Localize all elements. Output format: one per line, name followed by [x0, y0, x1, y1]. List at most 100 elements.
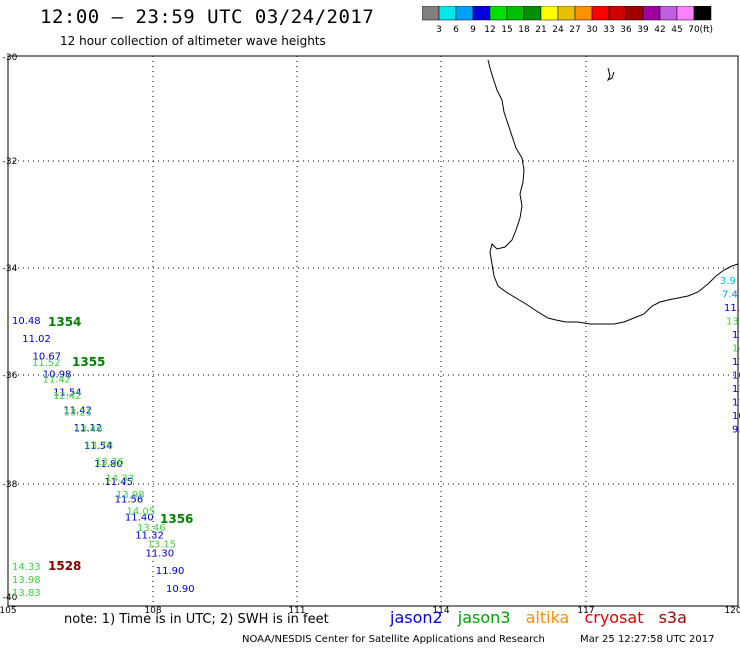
colorbar-swatch: [693, 6, 712, 21]
track-value-label: 11.40: [125, 513, 154, 524]
colorbar-tick-label: 42: [654, 25, 665, 35]
track-value-label: 14.05: [127, 507, 156, 518]
legend-altika: altika: [525, 608, 570, 627]
colorbar-tick-label: 9: [470, 25, 476, 35]
track-value-label: 10.67: [33, 352, 62, 363]
colorbar-tick-label: 3: [436, 25, 442, 35]
legend-cryosat: cryosat: [584, 608, 644, 627]
colorbar-swatch: [557, 6, 576, 21]
colorbar-swatch: [472, 6, 491, 21]
track-value-label: 11.30: [145, 548, 174, 559]
colorbar-swatch: [422, 6, 440, 21]
legend-jason3: jason3: [457, 608, 511, 627]
credit-line: NOAA/NESDIS Center for Satellite Applica…: [242, 634, 545, 645]
track-value-label: 13.46: [137, 523, 166, 534]
colorbar-swatch: [676, 6, 695, 21]
track-value-label: 14.33: [106, 474, 135, 485]
lat-label: -36: [3, 371, 18, 381]
lon-label: 120: [724, 606, 740, 616]
colorbar-swatch: [438, 6, 457, 21]
track-value-label: 12.42: [53, 391, 82, 402]
map-frame: [7, 55, 739, 607]
track-value-label: 9.: [732, 425, 740, 436]
colorbar-tick-label: 39: [637, 25, 649, 35]
coastline-island: [606, 67, 615, 82]
track-value-label: 13.0: [726, 317, 740, 328]
colorbar-swatch: [591, 6, 610, 21]
track-value-label: 14.33: [12, 562, 41, 573]
legend-jason2: jason2: [390, 608, 443, 627]
track-value-label: 11.42: [63, 405, 92, 416]
colorbar-swatch: [608, 6, 627, 21]
pass-time-label: 1356: [160, 512, 193, 526]
credit-timestamp: Mar 25 12:27:58 UTC 2017: [580, 634, 715, 645]
track-value-label: 11.90: [156, 566, 185, 577]
lat-label: -30: [3, 53, 18, 63]
track-value-label: 13.15: [148, 540, 177, 551]
colorbar-swatch: [489, 6, 508, 21]
track-value-label: 13.98: [12, 575, 41, 586]
lon-label: 111: [288, 606, 305, 616]
track-value-label: 11.80: [94, 459, 123, 470]
colorbar-swatch: [506, 6, 525, 21]
track-value-label: 13.78: [85, 441, 114, 452]
colorbar-swatch: [574, 6, 593, 21]
colorbar-tick-label: 24: [552, 25, 564, 35]
lat-label: -40: [3, 593, 18, 603]
colorbar-tick-label: 70: [688, 25, 700, 35]
pass-time-label: 1354: [48, 315, 81, 329]
colorbar-tick-label: 33: [603, 25, 614, 35]
track-value-label: 11.7: [732, 330, 740, 341]
colorbar-swatch: [642, 6, 661, 21]
track-value-label: 10.48: [12, 316, 41, 327]
lat-label: -34: [3, 264, 18, 274]
colorbar-unit: (ft): [699, 25, 713, 35]
colorbar-swatch: [540, 6, 559, 21]
colorbar-tick-label: 6: [453, 25, 459, 35]
track-value-label: 14.: [732, 344, 740, 355]
track-value-label: 13.83: [12, 588, 41, 599]
track-value-label: 7.4: [722, 290, 738, 301]
lon-label: 117: [577, 606, 594, 616]
pass-time-label: 1528: [48, 559, 81, 573]
color-scale-bar: 3 6 9 12 15 18 21 24 27 30 33 36 39 42 45 70 (ft): [422, 6, 713, 35]
colorbar-tick-label: 15: [501, 25, 512, 35]
map-subtitle: 12 hour collection of altimeter wave hei…: [60, 34, 326, 48]
colorbar-tick-label: 27: [569, 25, 580, 35]
colorbar-swatch: [659, 6, 678, 21]
colorbar-tick-label: 21: [535, 25, 546, 35]
track-value-label: 10.98: [43, 370, 72, 381]
track-value-label: 11.02: [22, 334, 51, 345]
track-value-label: 11.: [732, 398, 740, 409]
colorbar-swatch: [455, 6, 474, 21]
track-value-label: 11.: [732, 384, 740, 395]
lon-label: 114: [432, 606, 449, 616]
colorbar-tick-label: 45: [671, 25, 682, 35]
coastline-australia: [487, 59, 739, 325]
lon-label: 108: [144, 606, 161, 616]
colorbar-tick-label: 30: [586, 25, 598, 35]
track-value-label: 13.46: [74, 424, 103, 435]
grid-lines: [8, 56, 738, 606]
track-value-label: 11.45: [104, 477, 133, 488]
track-value-label: 11.52: [32, 358, 61, 369]
colorbar-tick-label: 18: [518, 25, 530, 35]
track-value-label: 13.21: [64, 408, 93, 419]
track-value-label: 10.90: [166, 584, 195, 595]
satellite-legend: jason2 jason3 altika cryosat s3a: [390, 608, 697, 627]
colorbar-tick-label: 36: [620, 25, 632, 35]
track-value-label: 10.: [732, 371, 740, 382]
track-value-label: 13.98: [116, 490, 145, 501]
legend-s3a: s3a: [658, 608, 687, 627]
track-value-label: 13.36: [95, 457, 124, 468]
colorbar-tick-label: 12: [484, 25, 495, 35]
track-value-label: 3.9: [720, 276, 736, 287]
track-value-label: 10.: [732, 411, 740, 422]
colorbar-swatch: [523, 6, 542, 21]
lon-label: 105: [0, 606, 17, 616]
colorbar-swatch: [625, 6, 644, 21]
track-value-label: 11.12: [74, 423, 103, 434]
track-value-label: 11.56: [115, 495, 144, 506]
track-value-label: 11.42: [43, 375, 72, 386]
